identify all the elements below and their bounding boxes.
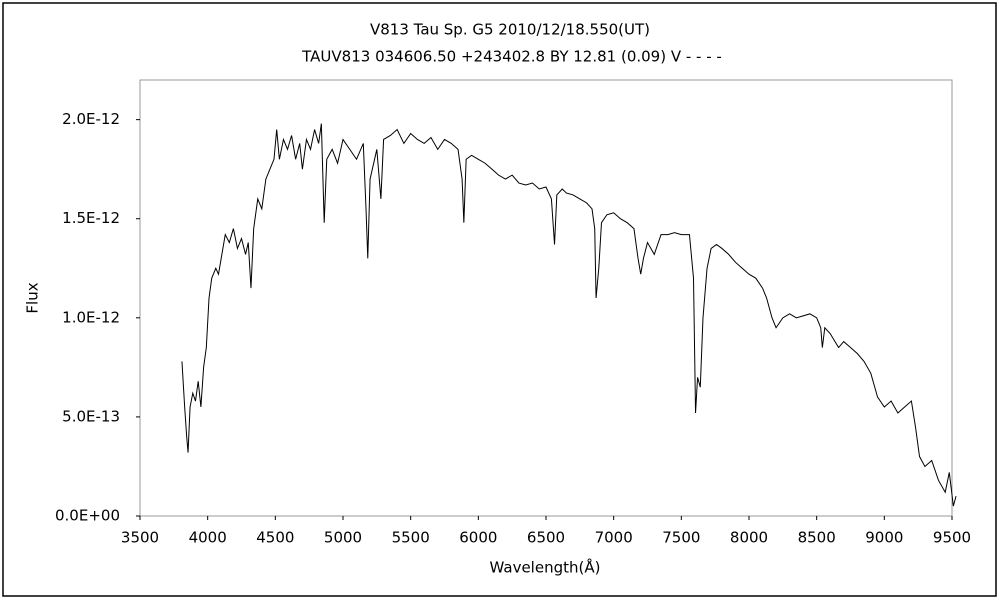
- x-tick-label: 4500: [256, 529, 294, 547]
- x-tick-label: 3500: [121, 529, 159, 547]
- x-tick-label: 9500: [933, 529, 971, 547]
- y-axis-label: Flux: [24, 282, 42, 313]
- x-tick-label: 5000: [324, 529, 362, 547]
- x-tick-label: 9000: [865, 529, 903, 547]
- x-axis-label: Wavelength(Å): [490, 558, 601, 577]
- x-tick-label: 6000: [459, 529, 497, 547]
- spectrum-line: [181, 123, 957, 507]
- x-tick-label: 4000: [189, 529, 227, 547]
- x-tick-label: 7500: [662, 529, 700, 547]
- y-tick-label: 5.0E-13: [62, 407, 120, 425]
- y-tick-label: 0.0E+00: [55, 507, 120, 525]
- y-tick-label: 2.0E-12: [62, 110, 120, 128]
- chart-subtitle: TAUV813 034606.50 +243402.8 BY 12.81 (0.…: [301, 48, 722, 66]
- y-tick-label: 1.5E-12: [62, 209, 120, 227]
- x-tick-label: 7000: [595, 529, 633, 547]
- x-tick-label: 8000: [730, 529, 768, 547]
- x-tick-label: 6500: [527, 529, 565, 547]
- y-tick-label: 1.0E-12: [62, 308, 120, 326]
- chart-title: V813 Tau Sp. G5 2010/12/18.550(UT): [370, 21, 650, 39]
- x-tick-label: 5500: [392, 529, 430, 547]
- x-tick-label: 8500: [798, 529, 836, 547]
